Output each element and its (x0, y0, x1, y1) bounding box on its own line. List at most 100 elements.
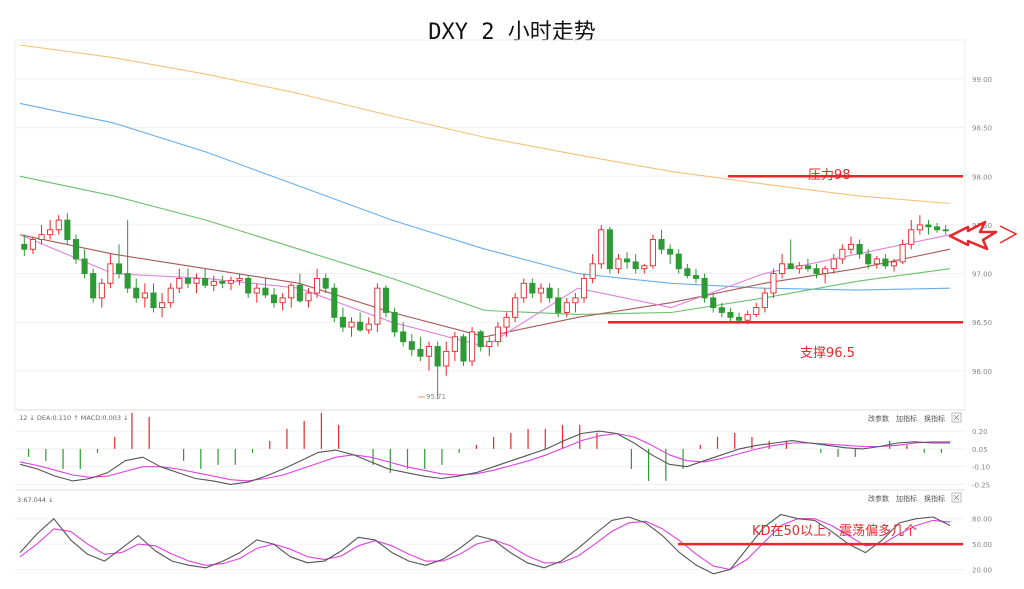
dea-line (19, 432, 950, 482)
candle-body (779, 263, 786, 275)
candle-body (710, 297, 717, 309)
chart-title: DXY 2 小时走势 (428, 20, 596, 45)
candle-body (460, 336, 467, 362)
candle-body (382, 287, 390, 313)
candle-body (865, 253, 872, 265)
candle-body (262, 287, 269, 296)
candle-body (761, 292, 768, 309)
close-icon[interactable] (951, 492, 962, 503)
kd-lines (19, 513, 963, 575)
moving-average-1 (19, 44, 951, 205)
candle-body (787, 263, 794, 270)
candle-body (916, 224, 923, 231)
candle-body (133, 287, 140, 299)
low-price-label: 95.71 (426, 393, 446, 401)
candle-body (925, 224, 932, 228)
y-tick-label: 99.00 (972, 76, 992, 84)
candle-body (727, 312, 734, 318)
candle-body (641, 265, 648, 270)
macd-grid (15, 430, 965, 485)
candle-body (348, 321, 355, 328)
candle-body (451, 336, 458, 352)
candle-body (55, 219, 62, 231)
candle-body (503, 316, 510, 328)
candle-body (305, 292, 312, 302)
candle-body (90, 273, 97, 299)
candle-body (270, 294, 278, 304)
candle-body (38, 234, 45, 240)
candle-body (942, 229, 949, 232)
y-tick-label: 0.20 (972, 428, 988, 436)
candle-body (735, 316, 743, 321)
candle-body (434, 346, 441, 367)
candle-body (21, 243, 28, 250)
candle-body (908, 229, 915, 245)
candle-body (830, 258, 837, 270)
k-line (19, 513, 951, 575)
switch-indicator-button[interactable]: 换指标 (924, 494, 945, 503)
candle-body (47, 229, 54, 236)
candle-body (72, 239, 80, 260)
candle-body (159, 302, 166, 309)
candle-body (486, 341, 493, 347)
y-tick-label: 50.00 (972, 541, 992, 549)
candle-body (615, 258, 622, 270)
candle-body (537, 287, 545, 294)
candle-body (253, 287, 260, 294)
kd-y-axis: 80.00 50.00 20.00 (972, 516, 992, 575)
moving-average-5 (19, 234, 951, 348)
candle-body (29, 239, 36, 250)
y-tick-label: 80.00 (972, 516, 992, 524)
candle-body (400, 331, 407, 343)
candle-body (598, 229, 605, 265)
candle-body (288, 284, 295, 299)
add-indicator-button[interactable]: 加指标 (896, 414, 917, 423)
candle-body (546, 287, 553, 299)
candle-body (847, 243, 855, 250)
y-tick-label: 96.50 (972, 319, 992, 327)
candle-body (425, 346, 433, 357)
candle-body (210, 280, 217, 286)
y-tick-label: 20.00 (972, 567, 992, 575)
switch-indicator-button[interactable]: 换指标 (924, 414, 945, 423)
candle-body (115, 263, 123, 275)
candlesticks (21, 213, 949, 400)
candle-body (331, 287, 338, 318)
candle-body (684, 268, 691, 276)
arrow-icon (948, 220, 1018, 251)
macd-header: .12 ↓ DEA:0.110 ↑ MACD:0.003 ↓ (17, 414, 129, 422)
price-levels (437, 175, 963, 400)
candle-body (124, 273, 131, 289)
close-icon[interactable] (951, 412, 962, 423)
candle-body (520, 282, 527, 299)
macd-toolbar: 改参数 加指标 换指标 (868, 412, 962, 423)
candle-body (675, 253, 682, 270)
candle-body (202, 277, 209, 286)
moving-average-2 (19, 102, 951, 291)
candle-body (753, 307, 760, 315)
candle-body (890, 261, 898, 267)
candle-body (167, 287, 174, 304)
edit-params-button[interactable]: 改参数 (868, 494, 889, 503)
candle-body (563, 302, 570, 313)
add-indicator-button[interactable]: 加指标 (896, 494, 917, 503)
candle-body (512, 297, 519, 318)
candle-body (391, 312, 398, 333)
candle-body (692, 275, 700, 279)
candle-body (658, 239, 665, 250)
candle-body (107, 263, 114, 284)
macd-lines (19, 430, 950, 485)
kd-header: 3:67.044 ↓ (17, 496, 54, 504)
d-line (19, 518, 951, 571)
edit-params-button[interactable]: 改参数 (868, 414, 889, 423)
y-tick-label: 97.00 (972, 271, 992, 279)
candle-body (443, 350, 450, 367)
candle-body (150, 292, 157, 309)
candle-body (279, 297, 286, 304)
candle-body (572, 297, 579, 304)
candle-body (873, 258, 880, 265)
candle-body (176, 277, 183, 289)
candle-body (245, 277, 252, 294)
candle-body (469, 331, 476, 362)
